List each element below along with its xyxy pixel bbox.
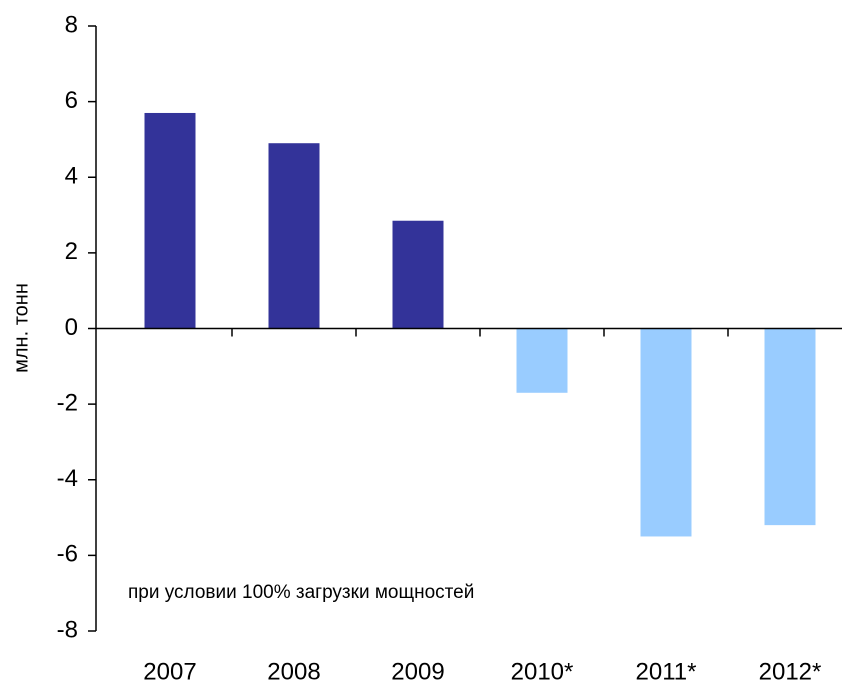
x-tick-label: 2009 (391, 658, 444, 685)
x-tick-label: 2007 (143, 658, 196, 685)
bar (268, 143, 320, 329)
y-tick-label: -4 (57, 465, 78, 492)
x-tick-label: 2010* (511, 658, 574, 685)
bar (392, 220, 444, 329)
bar (640, 328, 692, 537)
x-tick-label: 2011* (636, 658, 697, 685)
y-tick-label: 0 (65, 314, 78, 341)
bar (764, 328, 816, 526)
y-tick-label: -2 (57, 389, 78, 416)
annotation: при условии 100% загрузки мощностей (128, 582, 474, 603)
y-axis-label: млн. тонн (10, 283, 32, 373)
x-tick-label: 2012* (759, 658, 822, 685)
y-tick-label: -6 (57, 541, 78, 568)
bar (516, 328, 568, 393)
bar (144, 112, 196, 329)
x-tick-label: 2008 (267, 658, 320, 685)
y-tick-label: 4 (65, 163, 78, 190)
y-tick-label: 2 (65, 238, 78, 265)
y-tick-label: 8 (65, 11, 78, 38)
y-tick-label: -8 (57, 616, 78, 643)
y-tick-label: 6 (65, 87, 78, 114)
